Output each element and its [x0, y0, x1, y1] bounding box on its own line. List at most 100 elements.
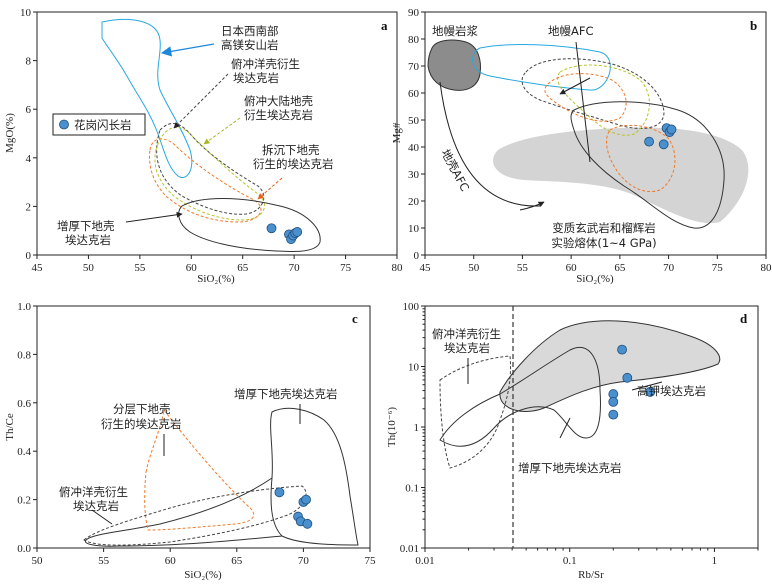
- label-subducted-oceanic-2: 埃达克岩: [233, 71, 279, 85]
- panel-b: 45 50 55 60 65 70 75 80 0 10 20 30 40 50 60 70 80 90 地幔岩浆…: [391, 7, 772, 285]
- arrow-subducted-continental: [203, 117, 241, 145]
- arrow-delaminated: [257, 177, 283, 200]
- x-tick-label: 50: [468, 262, 480, 274]
- panel-d-xlabel: Rb/Sr: [578, 569, 604, 581]
- label-thickened-d: 增厚下地壳埃达克岩: [518, 461, 622, 475]
- x-tick-label: 55: [517, 262, 529, 274]
- panel-a: 45 50 55 60 65 70 75 80 0 2 4 6 8 10 花岗闪长岩 日本西南部 高镁安山…: [4, 7, 403, 285]
- y-tick-label: 50: [408, 115, 420, 127]
- panel-a-frame: [36, 11, 398, 256]
- label-japan-hma-1: 日本西南部: [221, 24, 279, 38]
- data-point-granodiorite: [658, 139, 669, 150]
- x-tick-label: 75: [365, 555, 377, 567]
- field-subducted-oceanic-d: [439, 355, 511, 469]
- x-tick-label: 50: [32, 555, 44, 567]
- x-tick-label: 80: [761, 262, 772, 274]
- y-tick-label: 10: [20, 7, 32, 19]
- y-tick-label: 0.6: [17, 398, 31, 410]
- y-tick-label: 10: [408, 223, 420, 235]
- label-mantle-afc: 地幔AFC: [548, 24, 594, 38]
- y-tick-label: 1.0: [17, 301, 31, 313]
- y-tick-label: 80: [408, 34, 420, 46]
- data-point-granodiorite: [622, 372, 633, 383]
- field-delaminated-b: [544, 73, 627, 122]
- label-crustal-afc: 地壳AFC: [438, 147, 472, 194]
- label-high-k: 高钾埃达克岩: [637, 384, 706, 398]
- field-mantle-magma: [427, 39, 481, 91]
- panel-c-frame: [36, 305, 371, 549]
- data-point-granodiorite: [617, 344, 627, 355]
- data-point-granodiorite: [274, 487, 285, 498]
- label-thickened-2: 埃达克岩: [65, 233, 111, 247]
- x-tick-label: 70: [298, 555, 310, 567]
- label-subducted-continental-1: 俯冲大陆地壳: [244, 94, 313, 108]
- data-point-granodiorite: [301, 494, 311, 505]
- panel-c-xlabel: SiO₂(%): [184, 569, 222, 581]
- label-thickened-1: 增厚下地壳: [57, 219, 115, 233]
- panel-b-letter: b: [750, 18, 757, 33]
- data-point-granodiorite: [608, 396, 619, 407]
- arrow-subducted-oceanic: [173, 73, 229, 129]
- label-subducted-d-2: 埃达克岩: [444, 341, 490, 355]
- panel-c: 50 55 60 65 70 75 0.0 0.2 0.4 0.6 0.8 1.0 增厚下地壳埃达克岩…: [4, 301, 376, 581]
- x-tick-label: 70: [289, 262, 301, 274]
- label-delaminated-1: 拆沉下地壳: [262, 143, 320, 157]
- label-mantle-magma: 地幔岩浆: [432, 24, 478, 38]
- field-layered-lower-crust: [144, 408, 255, 531]
- field-japan-hma-b: [472, 44, 611, 91]
- x-tick-label: 45: [420, 262, 432, 274]
- label-delaminated-2: 衍生的埃达克岩: [253, 157, 334, 171]
- y-tick-label: 30: [408, 169, 420, 181]
- y-tick-label: 4: [26, 153, 32, 165]
- label-metabasalt-1: 变质玄武岩和榴辉岩: [552, 221, 656, 235]
- y-tick-label: 0.2: [17, 495, 31, 507]
- data-point-granodiorite: [608, 409, 619, 420]
- panel-d-ylabel: Th(10⁻⁶): [386, 407, 398, 448]
- data-point-granodiorite: [266, 223, 277, 234]
- panel-a-legend: [52, 113, 146, 136]
- x-tick-label: 0.1: [563, 555, 577, 567]
- field-thickened-lower-crust: [178, 198, 321, 252]
- label-subducted-oceanic-1: 俯冲洋壳衍生: [231, 57, 300, 71]
- x-tick-label: 60: [566, 262, 578, 274]
- panel-a-letter: a: [381, 18, 388, 33]
- crustal-afc-arrow: [519, 201, 545, 211]
- legend-marker-icon: [59, 119, 69, 130]
- field-thickened-c-tail: [84, 477, 283, 547]
- arrow-japan-hma: [160, 43, 215, 57]
- field-subducted-oceanic: [156, 122, 265, 215]
- mantle-afc-leader: [575, 41, 591, 163]
- field-subducted-continental-b: [557, 64, 650, 136]
- field-metabasalt-melts: [493, 127, 749, 224]
- y-tick-label: 0: [26, 250, 32, 262]
- x-tick-label: 60: [165, 555, 177, 567]
- leader-high-k: [631, 381, 663, 391]
- y-tick-label: 0.8: [17, 349, 31, 361]
- label-subducted-d-1: 俯冲洋壳衍生: [432, 327, 501, 341]
- x-tick-label: 55: [134, 262, 146, 274]
- x-tick-label: 65: [614, 262, 626, 274]
- field-thickened-d: [439, 347, 601, 447]
- field-high-k-adakite: [499, 320, 721, 412]
- panel-d-letter: d: [740, 311, 748, 326]
- panel-b-ylabel: Mg#: [391, 122, 403, 143]
- leader-subducted-c: [91, 509, 113, 525]
- mantle-afc-arrow: [559, 77, 591, 95]
- panel-a-ylabel: MgO(%): [4, 113, 16, 153]
- y-tick-label: 0.0: [17, 543, 31, 555]
- x-tick-label: 75: [712, 262, 724, 274]
- label-subducted-c-2: 埃达克岩: [73, 499, 119, 513]
- label-layered-2: 衍生的埃达克岩: [101, 417, 182, 431]
- data-point-granodiorite: [644, 136, 654, 147]
- panel-b-frame: [424, 11, 767, 256]
- data-point-granodiorite: [292, 227, 303, 237]
- y-tick-label: 40: [408, 142, 420, 154]
- data-point-granodiorite: [666, 124, 677, 135]
- x-tick-label: 1: [712, 555, 718, 567]
- panel-d: 0.01 0.1 1 0.01 0.1 1 10 100 俯冲洋壳衍生 埃达克岩 高钾埃达克岩…: [386, 301, 759, 581]
- x-tick-label: 0.01: [415, 555, 434, 567]
- field-ofc-b: [606, 124, 676, 192]
- y-tick-label: 60: [408, 88, 420, 100]
- y-tick-label: 0: [414, 250, 420, 262]
- arrow-thickened: [125, 211, 183, 223]
